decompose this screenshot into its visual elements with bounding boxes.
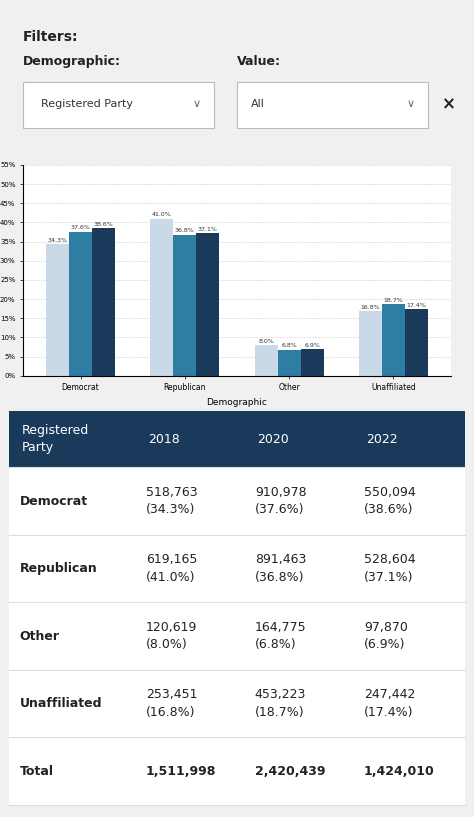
Text: All: All [251,100,264,109]
Text: Republican: Republican [20,562,98,575]
FancyBboxPatch shape [9,670,465,738]
Text: (18.7%): (18.7%) [255,706,304,719]
Text: Value:: Value: [237,55,281,68]
FancyBboxPatch shape [246,411,356,467]
Text: (38.6%): (38.6%) [364,503,413,516]
Text: (37.6%): (37.6%) [255,503,304,516]
FancyBboxPatch shape [9,411,137,467]
Text: 891,463: 891,463 [255,553,306,566]
Text: 528,604: 528,604 [364,553,416,566]
FancyBboxPatch shape [23,83,214,127]
Text: (6.9%): (6.9%) [364,638,406,651]
Text: (8.0%): (8.0%) [146,638,187,651]
FancyBboxPatch shape [137,411,246,467]
Text: Total: Total [20,765,54,778]
Text: ∨: ∨ [406,100,414,109]
Text: 619,165: 619,165 [146,553,197,566]
FancyBboxPatch shape [9,602,465,670]
Text: 2018: 2018 [148,433,180,446]
Text: (41.0%): (41.0%) [146,571,195,584]
FancyBboxPatch shape [9,535,465,602]
Text: 1,424,010: 1,424,010 [364,765,435,778]
Text: 247,442: 247,442 [364,689,415,701]
Text: 2020: 2020 [257,433,289,446]
FancyBboxPatch shape [9,738,465,805]
Text: 518,763: 518,763 [146,486,197,499]
Text: 453,223: 453,223 [255,689,306,701]
Text: Demographic:: Demographic: [23,55,121,68]
Text: Democrat: Democrat [20,495,88,507]
Text: Other: Other [20,630,60,643]
FancyBboxPatch shape [237,83,428,127]
Text: (16.8%): (16.8%) [146,706,195,719]
Text: (6.8%): (6.8%) [255,638,296,651]
Text: 550,094: 550,094 [364,486,416,499]
Text: Registered
Party: Registered Party [22,424,90,454]
Text: 253,451: 253,451 [146,689,197,701]
Text: Unaffiliated: Unaffiliated [20,697,102,710]
Text: 97,870: 97,870 [364,621,408,634]
Text: 120,619: 120,619 [146,621,197,634]
Text: Registered Party: Registered Party [41,100,133,109]
Text: 910,978: 910,978 [255,486,307,499]
Text: (36.8%): (36.8%) [255,571,304,584]
Text: (34.3%): (34.3%) [146,503,195,516]
Text: ×: × [442,96,456,114]
Text: 164,775: 164,775 [255,621,307,634]
FancyBboxPatch shape [356,411,465,467]
Text: (37.1%): (37.1%) [364,571,413,584]
Text: (17.4%): (17.4%) [364,706,413,719]
Text: 1,511,998: 1,511,998 [146,765,216,778]
FancyBboxPatch shape [9,467,465,535]
Text: ∨: ∨ [192,100,201,109]
Text: Filters:: Filters: [23,30,79,44]
Text: 2022: 2022 [366,433,398,446]
Text: 2,420,439: 2,420,439 [255,765,325,778]
